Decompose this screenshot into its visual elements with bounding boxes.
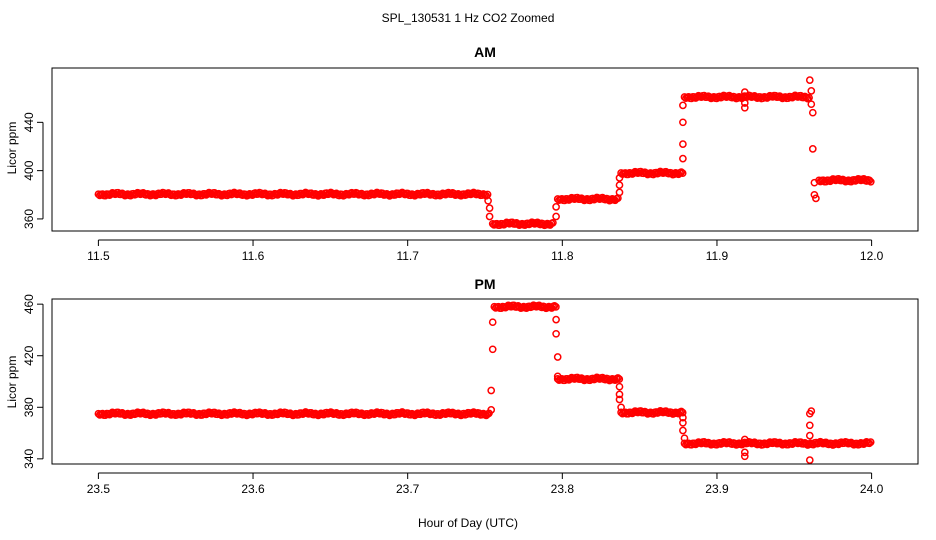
am-transition-point [679, 154, 687, 163]
am-y-tick-label: 360 [22, 209, 36, 229]
pm-transition-point [740, 452, 749, 461]
am-transition-point [552, 212, 560, 221]
am-transition-point [805, 76, 814, 84]
pm-x-tick-label: 23.8 [551, 482, 575, 496]
am-y-tick-label: 440 [22, 112, 36, 132]
pm-panel: PM Licor ppm 23.5 23.6 23.7 23.8 23.9 24.0 340… [5, 276, 919, 496]
am-transition-point [807, 87, 816, 95]
shared-x-axis-label: Hour of Day (UTC) [418, 516, 518, 530]
am-transition-point [679, 101, 687, 110]
am-plot-frame [51, 67, 919, 232]
am-transition-point [552, 203, 560, 211]
am-x-tick-label: 11.8 [551, 249, 574, 263]
pm-transition-point [552, 329, 560, 338]
pm-transition-point [487, 406, 496, 414]
pm-x-tick-label: 23.7 [396, 482, 420, 496]
pm-transition-point [679, 413, 687, 422]
am-axis-ticks: 11.5 11.6 11.7 11.8 11.9 12.0 360 400 440 [22, 112, 884, 263]
figure-title: SPL_130531 1 Hz CO2 Zoomed [382, 11, 555, 25]
pm-transition-point [488, 345, 497, 354]
pm-transition-point [805, 456, 814, 464]
am-x-tick-label: 11.5 [87, 249, 110, 263]
am-transition-point [484, 196, 492, 205]
pm-data-point [615, 375, 624, 383]
am-transition-point [740, 99, 749, 107]
pm-axis-ticks: 23.5 23.6 23.7 23.8 23.9 24.0 340 380 420 460 [22, 294, 884, 496]
pm-transition-point [553, 372, 562, 381]
am-transition-point [615, 188, 624, 197]
pm-transition-point [553, 353, 562, 361]
pm-x-tick-label: 24.0 [860, 482, 884, 496]
pm-transition-point [679, 426, 687, 435]
pm-data-points [94, 301, 875, 464]
am-transition-point [808, 108, 817, 117]
pm-y-tick-label: 380 [22, 397, 36, 417]
am-transition-point [679, 140, 687, 148]
am-data-point [865, 176, 874, 185]
am-panel: AM Licor ppm 11.5 11.6 11.7 11.8 11.9 12.0 360… [5, 44, 919, 263]
pm-y-tick-label: 340 [22, 449, 36, 469]
pm-y-tick-label: 460 [22, 294, 36, 314]
pm-transition-point [680, 434, 689, 443]
am-data-point [866, 177, 875, 186]
am-panel-title: AM [474, 44, 496, 60]
am-transition-point [485, 204, 494, 212]
pm-data-point [614, 374, 622, 382]
pm-transition-point [740, 435, 749, 444]
am-data-point [805, 93, 813, 102]
pm-transition-point [615, 382, 624, 391]
am-transition-point [485, 212, 494, 221]
am-transition-point [740, 88, 749, 96]
pm-panel-title: PM [475, 276, 496, 292]
am-x-tick-label: 11.9 [706, 249, 729, 263]
pm-transition-point [615, 395, 624, 404]
am-transition-point [679, 118, 687, 127]
am-transition-point [807, 100, 816, 109]
am-x-tick-label: 11.7 [396, 249, 419, 263]
pm-x-tick-label: 23.5 [87, 482, 111, 496]
am-data-point [677, 168, 686, 176]
am-transition-point [810, 190, 819, 199]
pm-data-point [552, 303, 560, 311]
am-y-axis-label: Licor ppm [5, 122, 19, 175]
am-data-point [802, 93, 811, 102]
am-transition-point [615, 174, 624, 182]
am-data-point [678, 169, 687, 178]
pm-transition-point [679, 418, 687, 427]
pm-plot-frame [51, 298, 919, 465]
pm-x-tick-label: 23.9 [705, 482, 729, 496]
pm-transition-point [617, 403, 625, 412]
pm-transition-point [805, 431, 814, 440]
pm-transition-point [740, 448, 749, 457]
pm-data-point [678, 408, 687, 417]
am-transition-point [740, 103, 749, 112]
pm-data-point [865, 439, 874, 448]
am-data-point [549, 218, 557, 227]
pm-transition-point [615, 390, 624, 399]
pm-y-tick-label: 420 [22, 345, 36, 365]
pm-transition-point [805, 421, 814, 430]
pm-transition-point [488, 318, 497, 327]
pm-transition-point [552, 315, 560, 324]
am-data-points [94, 76, 875, 230]
pm-data-point [550, 301, 559, 310]
pm-y-axis-label: Licor ppm [5, 356, 19, 409]
am-transition-point [810, 178, 819, 187]
am-transition-point [812, 194, 820, 203]
am-x-tick-label: 11.6 [242, 249, 265, 263]
am-transition-point [808, 145, 817, 153]
pm-transition-point [487, 386, 496, 395]
pm-x-tick-label: 23.6 [241, 482, 265, 496]
pm-transition-point [807, 407, 816, 415]
am-x-tick-label: 12.0 [860, 249, 884, 263]
am-y-tick-label: 400 [22, 160, 36, 180]
pm-data-point [866, 438, 875, 446]
am-transition-point [615, 181, 624, 189]
